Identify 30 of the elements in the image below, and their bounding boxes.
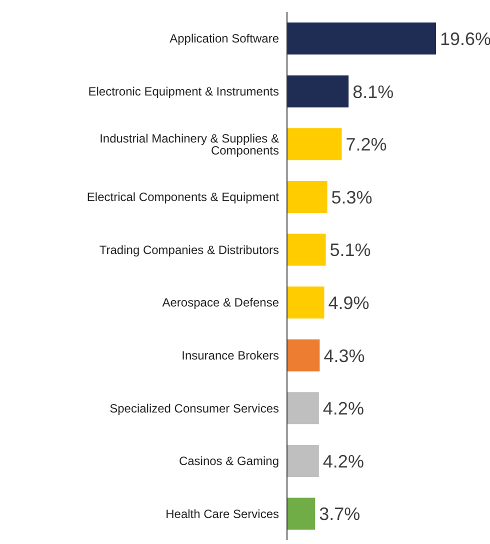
y-tick-label: Electrical Components & Equipment: [86, 190, 280, 204]
bar: [287, 286, 324, 319]
y-tick-label: Trading Companies & Distributors: [99, 242, 279, 257]
bar: [287, 22, 436, 55]
y-tick-label: Health Care Services: [166, 506, 279, 521]
data-label: 7.2%: [346, 134, 387, 155]
data-label: 19.6%: [440, 28, 490, 49]
data-label: 8.1%: [352, 82, 394, 102]
y-tick-label: Electronic Equipment & Instruments: [88, 84, 279, 98]
data-label: 4.2%: [322, 398, 364, 419]
y-tick-label: Aerospace & Defense: [162, 296, 280, 310]
bar: [287, 234, 326, 266]
y-tick-label: Insurance Brokers: [182, 348, 279, 362]
bar: [287, 392, 319, 424]
bar: [287, 498, 316, 530]
bar: [287, 75, 349, 108]
bar: [287, 444, 319, 477]
y-tick-label: Casinos & Gaming: [178, 454, 279, 468]
bar: [287, 180, 328, 213]
y-tick-label: Specialized Consumer Services: [110, 401, 279, 416]
data-label: 5.3%: [331, 187, 372, 208]
data-label: 3.7%: [319, 504, 360, 524]
data-label: 4.9%: [328, 292, 370, 313]
y-tick-label: Industrial Machinery & Supplies & Components: [100, 131, 279, 158]
data-label: 4.2%: [322, 451, 364, 472]
bar: [287, 339, 320, 372]
data-label: 5.1%: [330, 240, 371, 260]
bar: [287, 128, 342, 160]
y-tick-label: Application Software: [170, 32, 280, 46]
data-label: 4.3%: [324, 346, 365, 366]
